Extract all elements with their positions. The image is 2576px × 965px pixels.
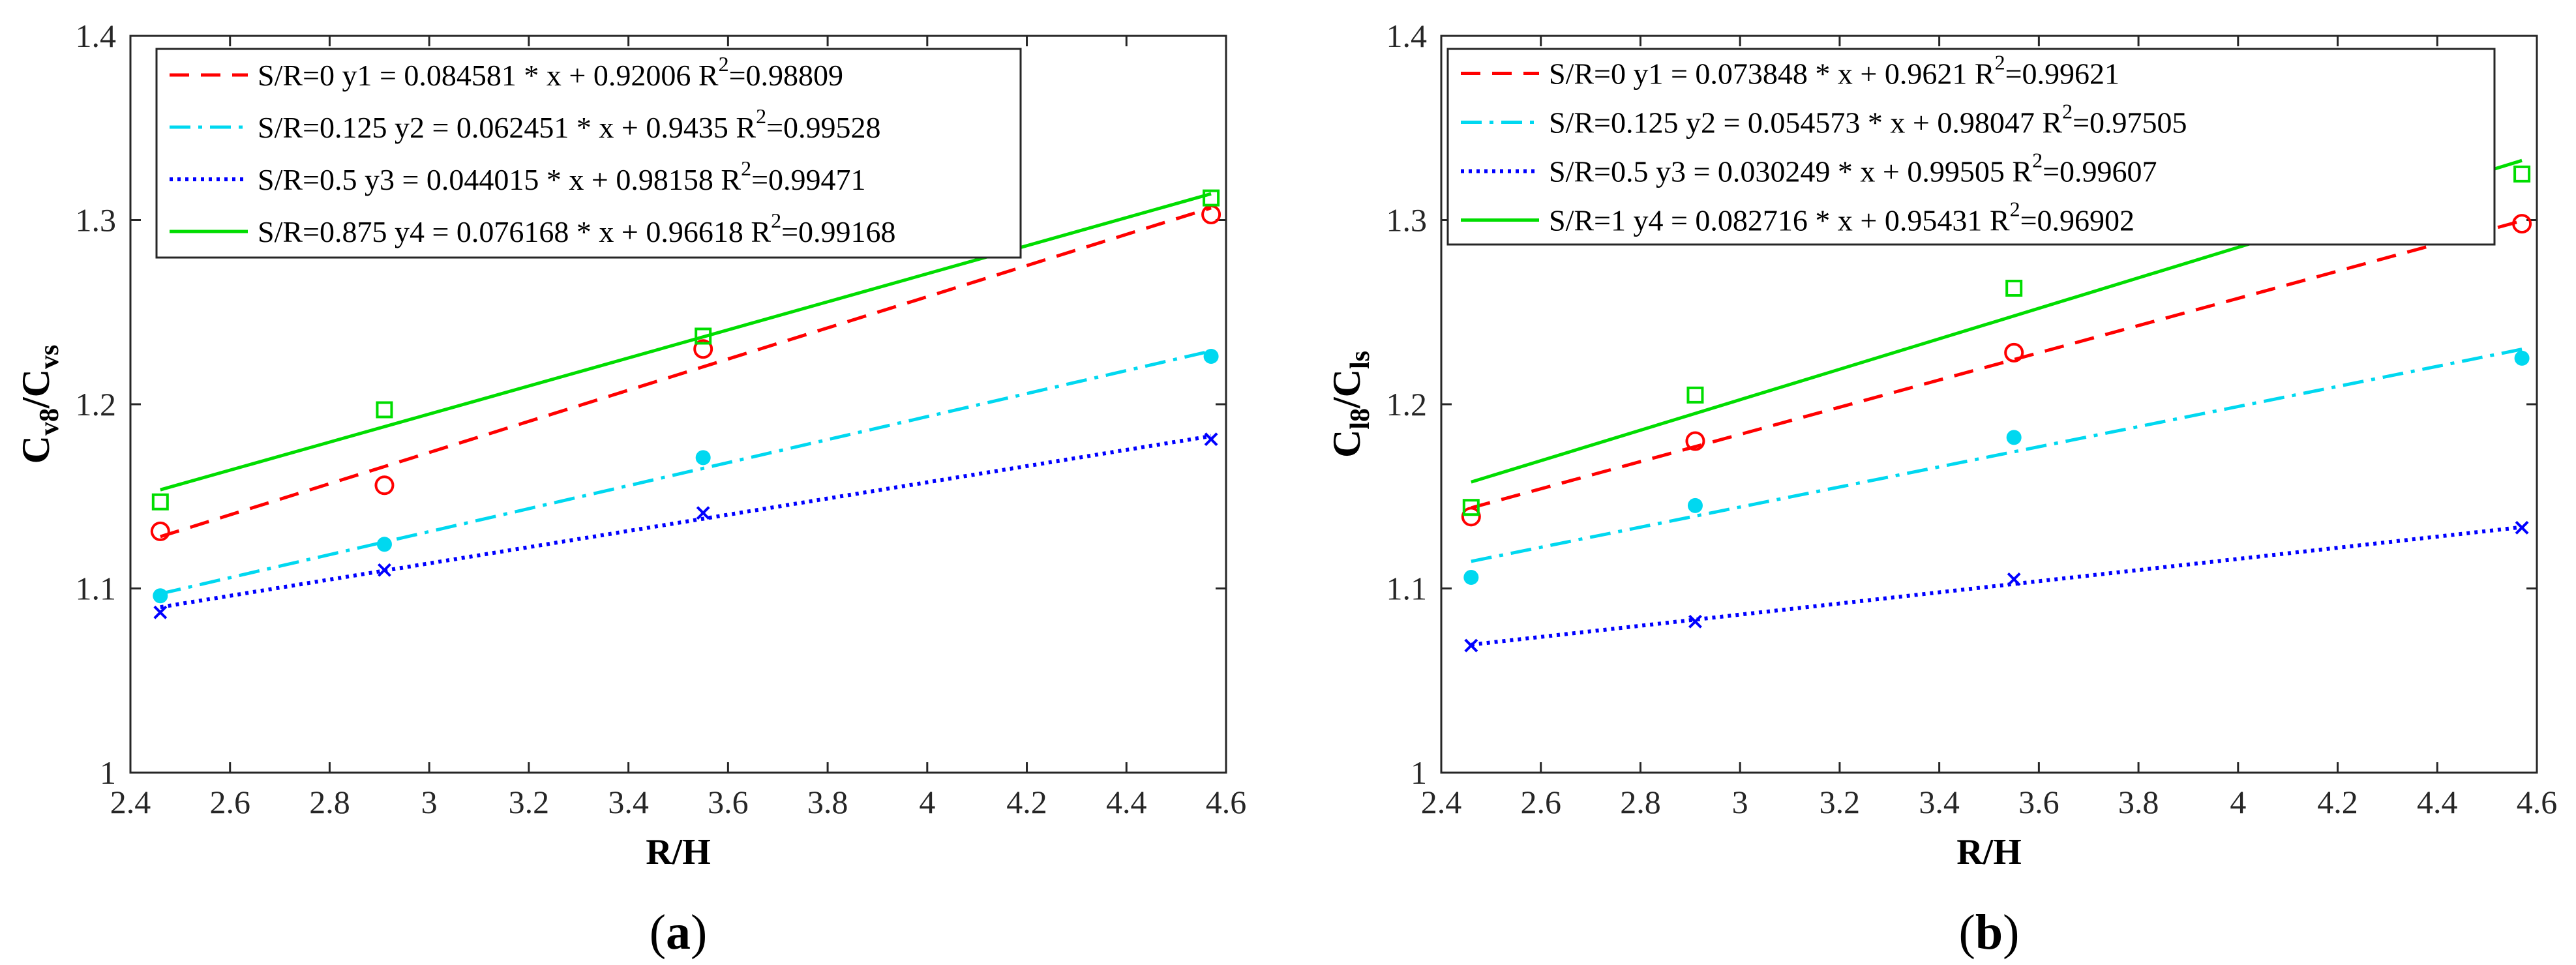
x-tick-label: 3.8	[807, 784, 848, 820]
x-tick-label: 3.8	[2118, 784, 2159, 820]
y-tick-label: 1.2	[1386, 386, 1428, 423]
data-point-s3-2	[1688, 614, 1702, 629]
data-point-s2-1	[1463, 570, 1479, 586]
data-point-s2-1	[153, 588, 168, 604]
data-point-s1-3	[2004, 342, 2024, 363]
data-point-s1-3	[693, 339, 713, 359]
x-tick-label: 3.6	[708, 784, 749, 820]
fit-line-1	[1471, 219, 2523, 510]
data-point-s3-1	[1464, 638, 1478, 653]
x-tick-label: 3	[1732, 784, 1748, 820]
data-point-s4-1	[1462, 499, 1480, 516]
x-tick-label: 2.4	[1421, 784, 1462, 820]
data-point-s1-1	[150, 521, 170, 541]
y-tick-label: 1.1	[76, 571, 117, 607]
data-point-s3-3	[696, 506, 710, 520]
data-point-s3-4	[1204, 432, 1218, 447]
panel-caption: (b)	[1959, 905, 2020, 960]
fit-line-3	[160, 434, 1212, 610]
x-tick-label: 4.2	[2317, 784, 2358, 820]
chart-panel-a: 2.4 2.6 2.8 3 3.2 3.4 3.6 3.8 4 4.2 4.4 4.6 1 1.1 1.2 1…	[14, 18, 1246, 960]
y-tick-label: 1.4	[1386, 18, 1428, 54]
x-tick-label: 4.2	[1006, 784, 1047, 820]
data-point-s4-2	[376, 401, 393, 419]
y-tick-label: 1	[1411, 754, 1427, 791]
data-point-s3-1	[153, 605, 168, 619]
y-axis-label: Cl8/Cls	[1325, 351, 1375, 458]
legend-entry-1: S/R=0 y1 = 0.084581 * x + 0.92006 R2=0.9…	[258, 52, 843, 92]
x-tick-label: 4.6	[1206, 784, 1247, 820]
y-tick-label: 1.4	[76, 18, 117, 54]
legend-entry-3: S/R=0.5 y3 = 0.030249 * x + 0.99505 R2=0…	[1549, 149, 2157, 188]
data-point-s4-3	[2005, 280, 2023, 297]
data-point-s2-4	[2514, 350, 2530, 366]
data-point-s2-3	[2006, 430, 2022, 445]
fit-line-2	[1471, 348, 2523, 563]
x-tick-label: 3	[421, 784, 438, 820]
data-point-s1-2	[374, 475, 395, 496]
x-tick-label: 2.8	[309, 784, 350, 820]
fit-line-4	[160, 192, 1212, 492]
x-tick-label: 3.4	[1919, 784, 1960, 820]
data-point-s2-3	[695, 450, 711, 466]
x-tick-label: 3.2	[509, 784, 550, 820]
data-point-s3-3	[2007, 572, 2021, 586]
x-tick-label: 2.6	[209, 784, 250, 820]
x-tick-label: 4	[2230, 784, 2246, 820]
data-point-s3-2	[378, 563, 391, 577]
y-axis-label: Cv8/Cvs	[14, 345, 65, 464]
data-point-s4-3	[695, 327, 712, 345]
data-point-s2-2	[376, 537, 392, 552]
y-tick-label: 1.1	[1386, 571, 1428, 607]
legend-box	[1446, 48, 2496, 246]
x-tick-label: 4.4	[2417, 784, 2458, 820]
x-tick-label: 4	[919, 784, 935, 820]
x-axis-label: R/H	[1956, 832, 2022, 872]
x-tick-label: 4.6	[2517, 784, 2558, 820]
y-tick-label: 1.3	[1386, 202, 1428, 239]
data-point-s3-4	[2515, 520, 2529, 535]
x-tick-label: 3.6	[2018, 784, 2059, 820]
y-tick-label: 1.2	[76, 386, 117, 423]
fit-line-2	[160, 349, 1212, 596]
x-axis-label: R/H	[646, 832, 711, 872]
legend-entry-2: S/R=0.125 y2 = 0.062451 * x + 0.9435 R2=…	[258, 104, 881, 144]
legend-entry-4: S/R=0.875 y4 = 0.076168 * x + 0.96618 R2…	[258, 209, 896, 248]
data-point-s4-2	[1686, 386, 1704, 404]
legend: S/R=0 y1 = 0.073848 * x + 0.9621 R2=0.99…	[1446, 48, 2496, 246]
legend-box	[155, 48, 1022, 259]
fit-line-1	[160, 206, 1212, 539]
panel-caption: (a)	[650, 905, 708, 960]
legend-entry-3: S/R=0.5 y3 = 0.044015 * x + 0.98158 R2=0…	[258, 156, 866, 196]
data-point-s4-1	[151, 493, 169, 511]
x-tick-label: 4.4	[1106, 784, 1147, 820]
y-tick-label: 1	[100, 754, 116, 791]
data-point-s2-4	[1203, 349, 1219, 364]
legend-entry-4: S/R=1 y4 = 0.082716 * x + 0.95431 R2=0.9…	[1549, 198, 2134, 237]
chart-panel-b: 2.4 2.6 2.8 3 3.2 3.4 3.6 3.8 4 4.2 4.4 4.6 1 1.1 1.2 1…	[1325, 18, 2557, 960]
x-tick-label: 3.2	[1820, 784, 1861, 820]
legend-entry-2: S/R=0.125 y2 = 0.054573 * x + 0.98047 R2…	[1549, 100, 2187, 140]
x-tick-label: 3.4	[608, 784, 649, 820]
y-tick-label: 1.3	[76, 202, 117, 239]
data-point-s1-2	[1685, 431, 1705, 451]
x-tick-label: 2.4	[110, 784, 151, 820]
fit-line-3	[1471, 525, 2523, 647]
legend-entry-1: S/R=0 y1 = 0.073848 * x + 0.9621 R2=0.99…	[1549, 51, 2119, 91]
data-point-s1-4	[2512, 214, 2532, 234]
data-point-s4-4	[2513, 165, 2531, 183]
x-tick-label: 2.6	[1520, 784, 1561, 820]
data-point-s4-4	[1203, 189, 1220, 207]
data-point-s1-1	[1461, 507, 1481, 527]
x-tick-label: 2.8	[1620, 784, 1661, 820]
legend: S/R=0 y1 = 0.084581 * x + 0.92006 R2=0.9…	[155, 48, 1022, 259]
data-point-s2-2	[1687, 497, 1703, 513]
